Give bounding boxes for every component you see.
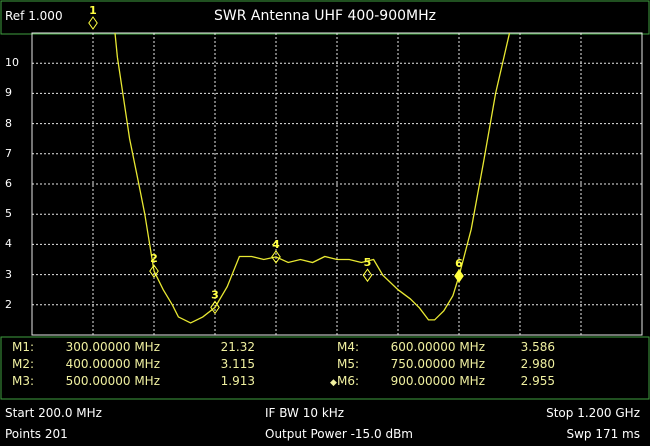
marker-row-m5: M5: 750.00000 MHz 2.980 (325, 357, 650, 372)
marker-name: M1: (11, 340, 34, 354)
marker-name-active: ◆M6: (330, 374, 359, 388)
marker-freq: 400.00000 MHz (65, 357, 160, 371)
y-tick-label: 2 (5, 297, 12, 311)
marker-value: 2.980 (520, 357, 555, 371)
marker-name: M3: (11, 374, 34, 388)
marker-row-m6: ◆M6: 900.00000 MHz 2.955 (325, 374, 650, 389)
swr-trace-line (114, 33, 511, 324)
start-frequency: Start 200.0 MHz (5, 406, 102, 420)
marker-freq: 600.00000 MHz (390, 340, 485, 354)
y-tick-label: 6 (5, 177, 12, 190)
marker-name: M2: (11, 357, 34, 371)
if-bandwidth: IF BW 10 kHz (265, 406, 345, 420)
marker-label-1: 1 (89, 4, 97, 17)
marker-diamond-2 (149, 264, 159, 278)
marker-name: M4: (336, 340, 359, 354)
marker-value: 2.955 (520, 374, 555, 388)
marker-diamond-6 (454, 269, 464, 283)
marker-diamond-4 (271, 250, 281, 264)
marker-value: 3.115 (220, 357, 255, 371)
marker-row-m3: M3: 500.00000 MHz 1.913 (0, 374, 325, 389)
y-tick-label: 4 (5, 237, 12, 251)
marker-freq: 500.00000 MHz (65, 374, 160, 388)
y-tick-label: 10 (5, 56, 19, 70)
marker-value: 3.586 (520, 340, 555, 354)
marker-diamond-5 (362, 268, 373, 283)
marker-row-m2: M2: 400.00000 MHz 3.115 (0, 357, 325, 372)
marker-label-6: 6 (455, 257, 463, 270)
y-tick-label: 7 (5, 146, 12, 160)
marker-table: M1: 300.00000 MHz 21.32 M2: 400.00000 MH… (0, 340, 650, 400)
marker-label-4: 4 (272, 238, 280, 251)
y-tick-label: 3 (5, 267, 12, 281)
marker-panel-border (0, 336, 650, 400)
marker-value: 21.32 (220, 340, 255, 354)
marker-row-m1: M1: 300.00000 MHz 21.32 (0, 340, 325, 355)
marker-label-2: 2 (150, 252, 158, 265)
y-tick-label: 5 (5, 207, 12, 221)
marker-freq: 900.00000 MHz (390, 374, 485, 388)
output-power: Output Power -15.0 dBm (265, 427, 413, 441)
y-tick-label: 9 (5, 86, 12, 100)
stop-frequency: Stop 1.200 GHz (546, 406, 640, 420)
sweep-time: Swp 171 ms (566, 427, 640, 441)
ref-label: Ref 1.000 (5, 9, 63, 23)
marker-diamond-1 (88, 16, 98, 30)
title-panel-border (0, 0, 650, 35)
marker-row-m4: M4: 600.00000 MHz 3.586 (325, 340, 650, 355)
marker-name: M5: (336, 357, 359, 371)
marker-diamond-3 (210, 300, 220, 315)
chart-title: SWR Antenna UHF 400-900MHz (214, 8, 436, 24)
points-count: Points 201 (5, 427, 68, 441)
active-marker-icon: ◆ (330, 378, 337, 388)
y-tick-label: 8 (5, 116, 12, 130)
marker-label-5: 5 (364, 256, 372, 269)
marker-freq: 750.00000 MHz (390, 357, 485, 371)
marker-value: 1.913 (220, 374, 255, 388)
marker-label-3: 3 (211, 288, 219, 301)
marker-freq: 300.00000 MHz (65, 340, 160, 354)
